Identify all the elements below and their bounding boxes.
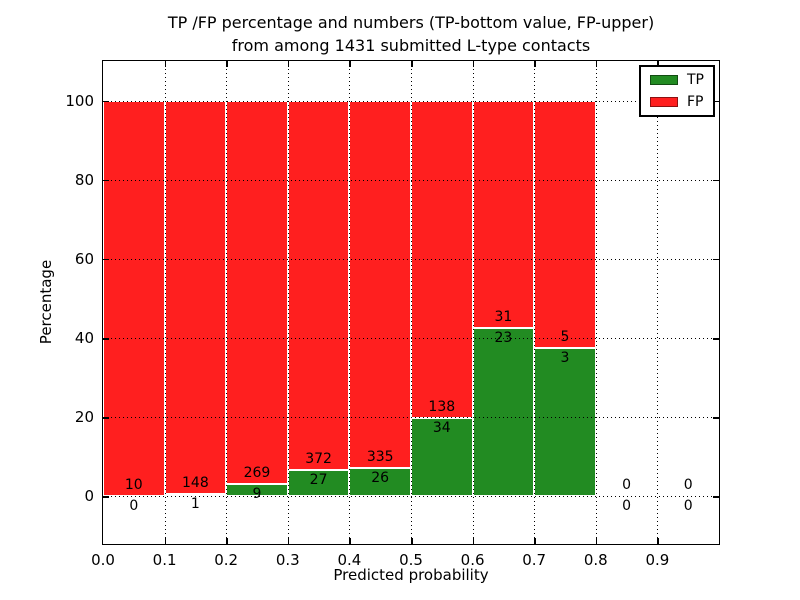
bar-fp-segment: [103, 100, 165, 497]
bar-fp-count-label: 372: [305, 450, 332, 467]
tick-mark: [103, 496, 109, 498]
bar-tp-count-label: 23: [494, 329, 513, 346]
gridline: [657, 61, 659, 544]
tick-mark: [349, 538, 351, 544]
bar-tp-segment: [534, 348, 596, 497]
chart-title-line1: TP /FP percentage and numbers (TP-bottom…: [167, 13, 655, 32]
tick-mark: [713, 496, 719, 498]
x-tick-label: 0.0: [91, 551, 115, 569]
bar-tp-segment: [472, 327, 535, 497]
tick-mark: [472, 538, 475, 544]
tick-mark: [164, 538, 167, 544]
x-tick-label: 0.8: [583, 551, 608, 569]
tick-mark: [472, 61, 475, 67]
bar-tp-count-label: 0: [683, 498, 693, 515]
bar-fp-count-label: 0: [683, 477, 693, 494]
tick-mark: [164, 61, 167, 67]
tick-mark: [713, 417, 719, 419]
x-tick-label: 0.6: [460, 551, 485, 569]
tick-mark: [595, 538, 598, 544]
legend-swatch-tp-icon: [650, 75, 678, 85]
x-tick-label: 0.2: [214, 551, 239, 569]
bar-tp-count-label: 27: [309, 471, 328, 488]
bar-fp-count-label: 5: [560, 329, 570, 346]
tick-mark: [103, 179, 109, 182]
x-tick-label: 0.3: [275, 551, 300, 569]
tick-mark: [411, 61, 413, 67]
bar-tp-count-label: 9: [252, 485, 262, 502]
tick-mark: [287, 538, 290, 544]
chart-title-line2: from among 1431 submitted L-type contact…: [231, 36, 591, 55]
bar-tp-count-label: 34: [432, 420, 451, 437]
bar-tp-count-label: 3: [560, 350, 570, 367]
y-tick-label: 100: [65, 91, 94, 110]
tick-mark: [713, 258, 719, 261]
tick-mark: [534, 538, 536, 544]
tick-mark: [657, 61, 659, 67]
x-tick-label: 0.1: [152, 551, 177, 569]
tick-mark: [657, 538, 659, 544]
gridline: [595, 61, 597, 544]
bar-fp-segment: [472, 100, 535, 328]
x-axis-label: Predicted probability: [333, 566, 489, 584]
chart-title: TP /FP percentage and numbers (TP-bottom…: [102, 11, 720, 57]
gridline: [411, 61, 412, 544]
tick-mark: [226, 61, 228, 67]
bar-fp-count-label: 31: [494, 308, 513, 325]
legend-row-fp: FP: [650, 95, 704, 109]
y-tick-label: 20: [74, 408, 94, 427]
bar-tp-count-label: 26: [371, 469, 390, 486]
tick-mark: [226, 538, 228, 544]
bar-fp-count-label: 0: [622, 477, 632, 494]
bar-tp-segment: [287, 469, 350, 497]
bar-fp-count-label: 269: [243, 464, 271, 481]
tick-mark: [411, 538, 413, 544]
bar-fp-segment: [226, 100, 288, 484]
tick-mark: [103, 100, 109, 103]
bar-tp-segment: [349, 467, 411, 497]
bar-fp-segment: [534, 100, 596, 349]
x-tick-label: 0.9: [645, 551, 670, 569]
bar-fp-segment: [164, 100, 227, 494]
y-tick-label: 60: [74, 249, 94, 268]
tick-mark: [103, 258, 109, 261]
tick-mark: [595, 61, 598, 67]
legend-label-tp: TP: [687, 72, 704, 88]
legend: TP FP: [639, 65, 715, 117]
bar-fp-count-label: 138: [428, 399, 456, 416]
tick-mark: [534, 61, 536, 67]
x-tick-label: 0.7: [522, 551, 547, 569]
gridline: [287, 61, 289, 544]
legend-row-tp: TP: [650, 73, 704, 87]
bar-fp-count-label: 335: [366, 448, 394, 465]
tick-mark: [713, 179, 719, 182]
bar-fp-segment: [287, 100, 350, 470]
x-tick-label: 0.4: [337, 551, 362, 569]
bar-fp-segment: [349, 100, 411, 468]
tick-mark: [349, 61, 351, 67]
plot-area: TP FP 10 0 148 1 269 9 372 27 335 26 138 34 31 23 5 3 0 0…: [102, 60, 720, 545]
bar-fp-count-label: 10: [124, 477, 143, 494]
legend-label-fp: FP: [687, 94, 704, 110]
tick-mark: [713, 338, 719, 340]
bar-tp-count-label: 0: [129, 498, 139, 515]
gridline: [349, 61, 351, 544]
tick-mark: [103, 338, 109, 340]
y-tick-label: 80: [74, 170, 94, 189]
tick-mark: [287, 61, 290, 67]
bar-tp-count-label: 0: [622, 498, 632, 515]
x-tick-label: 0.5: [399, 551, 423, 569]
gridline: [472, 61, 474, 544]
tick-mark: [103, 417, 109, 419]
tick-mark: [713, 100, 719, 103]
legend-swatch-fp-icon: [650, 97, 678, 107]
y-tick-label: 0: [84, 487, 94, 506]
gridline: [164, 61, 166, 544]
bar-tp-count-label: 1: [190, 495, 200, 512]
gridline: [534, 61, 536, 544]
gridline: [226, 61, 228, 544]
bar-fp-count-label: 148: [182, 474, 209, 491]
y-tick-label: 40: [74, 329, 94, 348]
